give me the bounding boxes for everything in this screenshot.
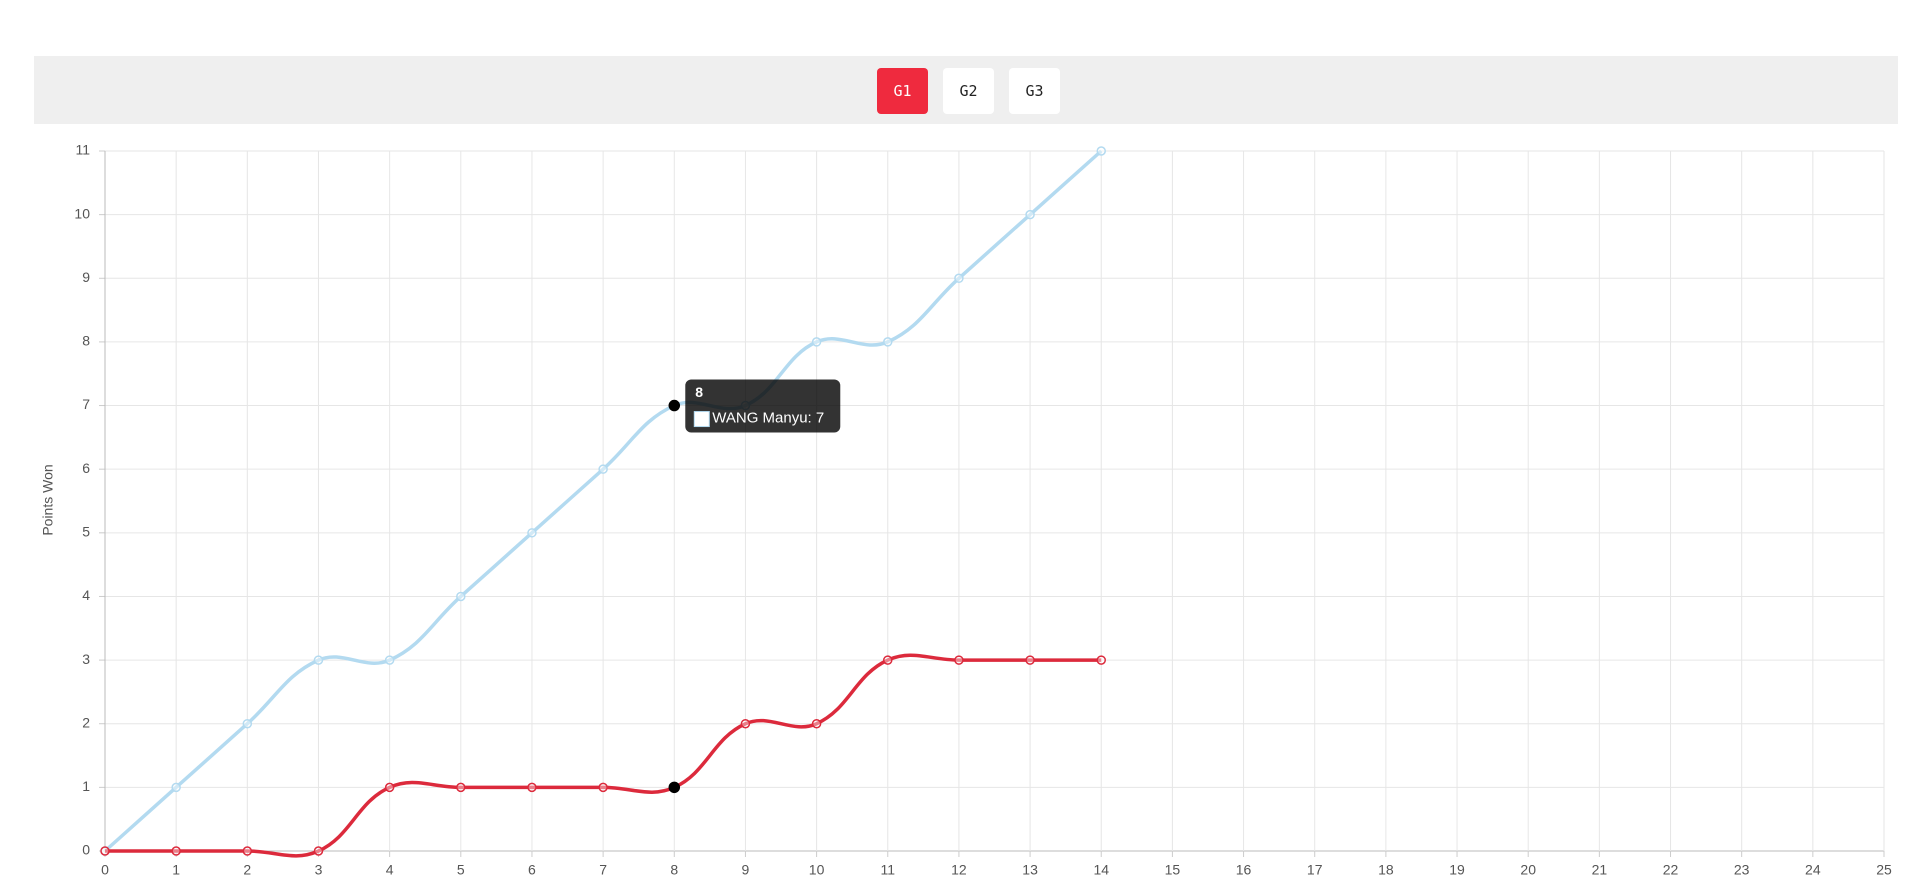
x-tick-label: 18 [1378,862,1394,878]
tooltip-swatch [693,411,710,428]
x-tick-label: 8 [670,862,678,878]
point [811,718,822,729]
x-tick-label: 19 [1449,862,1465,878]
y-tick-label: 1 [82,778,90,794]
point [456,782,466,793]
game-button[interactable]: G1 [877,68,928,114]
x-tick-label: 9 [742,862,750,878]
y-tick-label: 3 [82,651,90,667]
point [883,337,893,347]
point [954,655,964,665]
point [883,655,893,665]
x-tick-label: 25 [1876,862,1892,878]
y-tick-label: 11 [75,142,90,158]
x-tick-label: 23 [1734,862,1750,878]
x-tick-label: 21 [1592,862,1608,878]
point [456,591,466,602]
point [100,846,110,856]
point [171,782,181,793]
point [954,273,964,284]
tooltip-title: 8 [695,384,703,400]
x-tick-label: 1 [172,862,180,878]
x-tick-label: 13 [1022,862,1038,878]
x-tick-label: 3 [315,862,323,878]
y-tick-label: 4 [82,587,90,603]
x-tick-label: 11 [880,862,895,878]
x-tick-label: 15 [1165,862,1181,878]
point [527,782,537,793]
tooltip-text: WANG Manyu: 7 [712,410,824,427]
y-tick-label: 8 [82,333,90,349]
point [1025,655,1035,665]
point [313,655,324,665]
x-tick-label: 20 [1520,862,1536,878]
x-tick-label: 16 [1236,862,1252,878]
point [171,846,181,856]
point [1096,655,1106,665]
x-tick-label: 12 [951,862,967,878]
tooltip-box [685,379,841,433]
y-tick-label: 5 [82,524,90,540]
x-tick-label: 10 [809,862,825,878]
point [1096,146,1106,156]
point [384,782,395,793]
y-tick-label: 7 [82,396,90,412]
point [668,399,681,412]
point [527,528,537,538]
tooltip: 8 WANG Manyu: 7 [685,379,841,433]
point [1025,209,1035,220]
y-axis-label: Points Won [40,464,56,535]
line [103,149,1103,853]
point [811,337,822,347]
x-tick-label: 24 [1805,862,1821,878]
point [598,464,608,474]
x-tick-label: 6 [528,862,536,878]
x-tick-label: 0 [101,862,109,878]
point [668,781,681,794]
point [384,655,395,665]
y-tick-label: 0 [82,842,90,858]
point [598,782,608,793]
x-tick-label: 5 [457,862,465,878]
x-tick-label: 14 [1093,862,1109,878]
y-tick-label: 10 [74,205,90,221]
x-tick-label: 7 [599,862,607,878]
game-selector: G1 G2 G3 [34,56,1898,124]
point [740,718,751,729]
x-tick-label: 22 [1663,862,1679,878]
point [313,846,324,856]
y-tick-label: 2 [82,714,90,730]
game-button[interactable]: G3 [1009,68,1060,114]
point [242,718,253,729]
x-tick-label: 2 [243,862,251,878]
game-button[interactable]: G2 [943,68,994,114]
x-tick-label: 4 [386,862,394,878]
y-tick-label: 6 [82,460,90,476]
y-tick-label: 9 [82,269,90,285]
point [242,846,253,856]
x-tick-label: 17 [1307,862,1323,878]
